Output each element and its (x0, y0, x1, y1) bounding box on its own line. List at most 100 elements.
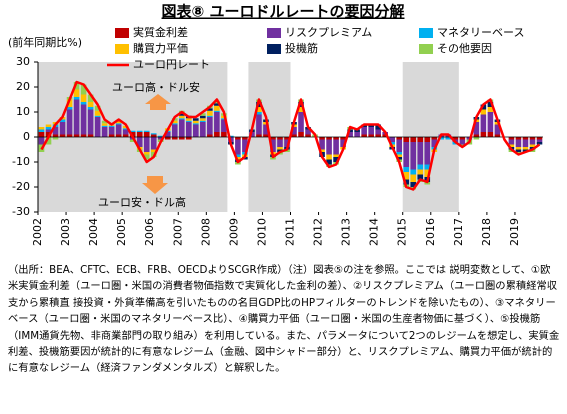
bar-segment (122, 134, 129, 137)
bar-segment (214, 110, 220, 112)
bar-segment (214, 100, 220, 104)
bar-segment (207, 117, 213, 135)
bar-segment (178, 113, 185, 116)
legend-swatch (115, 28, 129, 38)
bar-segment (143, 154, 150, 160)
bar-segment (298, 112, 304, 132)
bar-segment (101, 127, 108, 137)
bar-segment (59, 122, 66, 135)
bar-segment (480, 109, 487, 115)
bar-segment (522, 139, 529, 147)
x-tick-label: 2017 (452, 218, 465, 246)
bar-segment (410, 142, 417, 170)
bar-segment (59, 134, 66, 137)
bar-segment (515, 139, 522, 147)
bar-segment (298, 132, 304, 137)
bar-segment (178, 118, 185, 120)
bar-segment (270, 137, 276, 140)
bar-segment (368, 127, 374, 135)
bar-segment (171, 137, 178, 140)
bar-segment (136, 137, 143, 147)
bar-segment (73, 99, 80, 135)
legend-swatch (267, 28, 281, 38)
legend-swatch (419, 28, 433, 38)
bar-segment (101, 125, 108, 127)
bar-segment (494, 134, 501, 137)
bar-segment (80, 94, 87, 102)
bar-segment (529, 139, 536, 145)
bar-segment (410, 169, 417, 175)
y-tick-label: -20 (12, 180, 30, 193)
bar-segment (305, 129, 311, 135)
bar-segment (200, 118, 206, 121)
bar-segment (536, 142, 543, 145)
bar-segment (38, 137, 45, 145)
bar-segment (115, 134, 122, 137)
x-tick-label: 2008 (199, 218, 212, 246)
bar-segment (340, 139, 346, 147)
bar-segment (508, 137, 515, 140)
x-tick-label: 2004 (87, 218, 100, 246)
bar-segment (150, 133, 157, 135)
annotation: ユーロ高・ドル安 (112, 80, 200, 94)
bar-segment (94, 115, 101, 117)
bar-segment (333, 154, 339, 157)
bar-segment (242, 139, 248, 152)
bar-segment (529, 144, 536, 147)
legend-label: ユーロ円レート (133, 58, 210, 71)
bar-segment (515, 137, 522, 140)
x-tick-label: 2016 (424, 218, 437, 246)
x-tick-label: 2018 (480, 218, 493, 246)
bar-segment (284, 139, 290, 147)
bar-segment (66, 107, 73, 110)
bar-segment (536, 137, 543, 140)
bar-segment (108, 125, 115, 127)
bar-segment (66, 109, 73, 135)
bar-segment (319, 139, 325, 150)
bar-segment (94, 105, 101, 111)
bar-segment (66, 134, 73, 137)
bar-segment (178, 119, 185, 137)
bar-segment (515, 149, 522, 152)
bar-segment (459, 137, 466, 140)
bar-segment (200, 113, 206, 116)
bar-segment (52, 127, 59, 135)
bar-segment (410, 182, 417, 187)
bar-segment (389, 137, 396, 142)
x-tick-label: 2005 (115, 218, 128, 246)
bar-segment (305, 134, 311, 137)
bar-segment (270, 157, 276, 160)
bar-segment (487, 112, 494, 132)
bar-segment (340, 137, 346, 140)
bar-segment (529, 137, 536, 140)
bar-segment (235, 137, 241, 140)
bar-segment (221, 132, 227, 137)
bar-segment (80, 102, 87, 105)
bar-segment (115, 123, 122, 125)
bar-segment (368, 134, 374, 137)
bar-segment (284, 137, 290, 140)
y-tick-label: -30 (12, 205, 30, 218)
x-tick-label: 2003 (59, 218, 72, 246)
bar-segment (277, 139, 283, 147)
bar-segment (157, 135, 164, 137)
legend-label: 実質金利差 (133, 25, 188, 39)
bar-segment (94, 117, 101, 137)
legend-swatch (419, 44, 433, 54)
bar-segment (221, 119, 227, 132)
bar-segment (200, 115, 206, 119)
bar-segment (221, 118, 227, 120)
bar-segment (417, 169, 424, 175)
bar-segment (129, 139, 136, 142)
bar-segment (38, 132, 45, 137)
bar-segment (45, 137, 52, 145)
bar-segment (150, 134, 157, 137)
bar-segment (403, 172, 410, 180)
bar-segment (347, 132, 353, 137)
bar-segment (129, 130, 136, 132)
bar-segment (354, 129, 360, 132)
bar-segment (396, 157, 403, 160)
bar-segment (403, 142, 410, 167)
legend-label: マネタリーベース (437, 26, 524, 39)
bar-segment (487, 102, 494, 107)
